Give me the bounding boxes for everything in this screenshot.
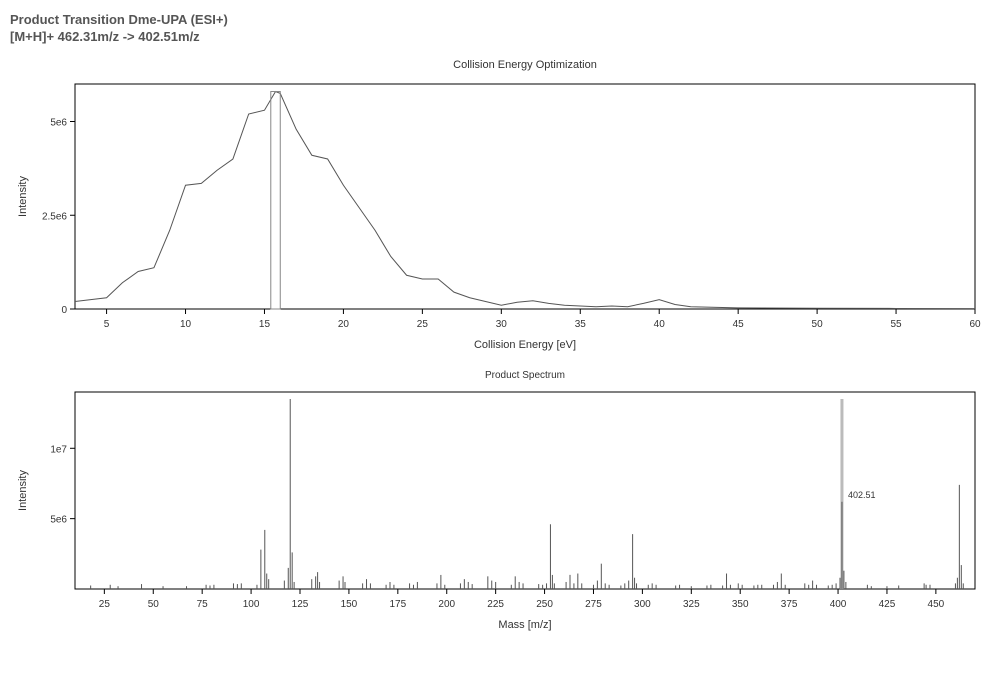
- svg-text:200: 200: [438, 599, 455, 610]
- svg-text:250: 250: [536, 599, 553, 610]
- svg-text:225: 225: [487, 599, 504, 610]
- svg-text:1e7: 1e7: [50, 444, 67, 455]
- svg-text:175: 175: [389, 599, 406, 610]
- chart-collision-energy: Collision Energy Optimization 0 2.5e6 5e6 5 1…: [10, 54, 990, 354]
- svg-text:75: 75: [197, 599, 209, 610]
- svg-text:Mass [m/z]: Mass [m/z]: [498, 619, 551, 631]
- svg-text:375: 375: [781, 599, 798, 610]
- header-line2: [M+H]+ 462.31m/z -> 402.51m/z: [10, 29, 990, 44]
- svg-text:25: 25: [417, 319, 429, 330]
- svg-text:10: 10: [180, 319, 192, 330]
- chart-product-spectrum: Product Spectrum 5e6 1e7 25 50 75 100 125 150 175…: [10, 364, 990, 634]
- svg-text:60: 60: [969, 319, 981, 330]
- svg-text:402.51: 402.51: [848, 490, 876, 500]
- svg-text:40: 40: [654, 319, 666, 330]
- svg-text:150: 150: [341, 599, 358, 610]
- svg-text:15: 15: [259, 319, 271, 330]
- svg-text:450: 450: [928, 599, 945, 610]
- svg-text:Intensity: Intensity: [17, 176, 29, 217]
- header-line1: Product Transition Dme-UPA (ESI+): [10, 12, 990, 27]
- svg-text:50: 50: [812, 319, 824, 330]
- svg-text:325: 325: [683, 599, 700, 610]
- svg-text:2.5e6: 2.5e6: [42, 211, 67, 222]
- svg-text:5: 5: [104, 319, 110, 330]
- svg-text:30: 30: [496, 319, 508, 330]
- svg-text:50: 50: [148, 599, 160, 610]
- svg-text:400: 400: [830, 599, 847, 610]
- svg-text:5e6: 5e6: [50, 118, 67, 129]
- svg-text:300: 300: [634, 599, 651, 610]
- svg-text:Intensity: Intensity: [17, 470, 29, 511]
- svg-text:0: 0: [61, 305, 67, 316]
- svg-text:Product Spectrum: Product Spectrum: [485, 370, 565, 381]
- svg-text:350: 350: [732, 599, 749, 610]
- svg-text:55: 55: [890, 319, 902, 330]
- svg-text:100: 100: [243, 599, 260, 610]
- svg-text:275: 275: [585, 599, 602, 610]
- svg-text:125: 125: [292, 599, 309, 610]
- svg-text:25: 25: [99, 599, 111, 610]
- svg-text:5e6: 5e6: [50, 515, 67, 526]
- svg-text:425: 425: [879, 599, 896, 610]
- svg-text:20: 20: [338, 319, 350, 330]
- svg-text:Collision Energy Optimization: Collision Energy Optimization: [453, 59, 597, 71]
- svg-text:35: 35: [575, 319, 587, 330]
- svg-text:Collision Energy [eV]: Collision Energy [eV]: [474, 339, 576, 351]
- svg-text:45: 45: [733, 319, 745, 330]
